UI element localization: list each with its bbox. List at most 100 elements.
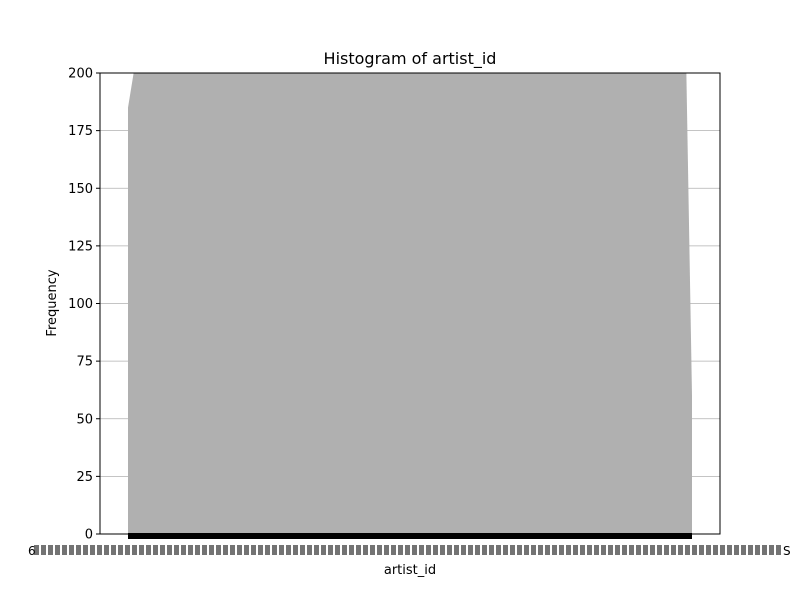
x-tick-label-blob: [328, 545, 333, 555]
x-tick-label-blob: [608, 545, 613, 555]
x-tick-label-blob: [230, 545, 235, 555]
x-tick-label-blob: [503, 545, 508, 555]
x-tick-label-blob: [706, 545, 711, 555]
bars: [128, 73, 692, 534]
x-tick-label-blob: [433, 545, 438, 555]
x-tick-label-blob: [664, 545, 669, 555]
x-tick-label-blob: [587, 545, 592, 555]
x-tick-label-blob: [650, 545, 655, 555]
x-tick-label-blob: [265, 545, 270, 555]
x-tick-label-blob: [181, 545, 186, 555]
x-tick-label-blob: [90, 545, 95, 555]
x-tick-label-blob: [307, 545, 312, 555]
x-tick-label-blob: [524, 545, 529, 555]
x-tick-label-blob: [468, 545, 473, 555]
x-tick-label-blob: [566, 545, 571, 555]
x-tick-label-blob: [363, 545, 368, 555]
x-tick-label-blob: [601, 545, 606, 555]
x-tick-label-blob: [349, 545, 354, 555]
x-tick-label-blob: [258, 545, 263, 555]
x-tick-label-blob: [300, 545, 305, 555]
y-tick-label: 125: [68, 239, 93, 254]
x-tick-label-blob: [685, 545, 690, 555]
x-tick-label-blob: [538, 545, 543, 555]
x-tick-label-blob: [384, 545, 389, 555]
x-tick-label-blob: [279, 545, 284, 555]
x-tick-label-blob: [741, 545, 746, 555]
x-tick-label-blob: [713, 545, 718, 555]
x-tick-label-blob: [748, 545, 753, 555]
x-tick-label-blob: [643, 545, 648, 555]
x-tick-label-blob: [391, 545, 396, 555]
x-tick-label-blob: [552, 545, 557, 555]
plot-frame: [99, 72, 721, 535]
x-tick-label-blob: [342, 545, 347, 555]
x-tick-label-blob: [223, 545, 228, 555]
x-tick-label-blob: [286, 545, 291, 555]
x-tick-label-blob: [629, 545, 634, 555]
x-tick-label-blob: [62, 545, 67, 555]
x-tick-label-blob: [489, 545, 494, 555]
x-axis-label: artist_id: [384, 563, 436, 578]
x-tick-label-blob: [146, 545, 151, 555]
x-tick-label-blob: [573, 545, 578, 555]
x-tick-label-blob: [216, 545, 221, 555]
x-tick-label-blob: [510, 545, 515, 555]
x-tick-label-blob: [370, 545, 375, 555]
chart-title: Histogram of artist_id: [324, 49, 497, 69]
x-tick-label-blob: [496, 545, 501, 555]
x-tick-label-blob: [48, 545, 53, 555]
x-tick-label-blob: [83, 545, 88, 555]
y-tick-label: 50: [76, 412, 93, 427]
y-tick-label: 150: [68, 182, 93, 197]
x-tick-label-blob: [769, 545, 774, 555]
x-tick-label-blob: [699, 545, 704, 555]
x-tick-label-blob: [454, 545, 459, 555]
x-tick-label-blob: [615, 545, 620, 555]
x-tick-label-blob: [118, 545, 123, 555]
x-tick-label-blob: [636, 545, 641, 555]
x-tick-label-blob: [419, 545, 424, 555]
x-tick-label-blob: [188, 545, 193, 555]
y-tick-label: 100: [68, 297, 93, 312]
x-tick-label-blob: [293, 545, 298, 555]
x-tick-label-blob: [132, 545, 137, 555]
x-tick-label-blob: [657, 545, 662, 555]
x-tick-label-blob: [734, 545, 739, 555]
x-tick-label-blob: [762, 545, 767, 555]
x-tick-labels-overlap: [34, 545, 781, 555]
x-tick-label-blob: [272, 545, 277, 555]
x-tick-label-blob: [41, 545, 46, 555]
x-tick-label-blob: [251, 545, 256, 555]
x-tick-label-blob: [125, 545, 130, 555]
x-tick-label-blob: [321, 545, 326, 555]
x-tick-label-blob: [559, 545, 564, 555]
x-tick-label-blob: [692, 545, 697, 555]
x-tick-label-blob: [720, 545, 725, 555]
x-tick-label-blob: [461, 545, 466, 555]
x-tick-label-blob: [195, 545, 200, 555]
x-tick-label-blob: [244, 545, 249, 555]
y-axis-label: Frequency: [45, 269, 60, 336]
x-tick-label-blob: [314, 545, 319, 555]
x-tick-label-blob: [475, 545, 480, 555]
y-tick-label: 75: [76, 355, 93, 370]
x-tick-label-blob: [76, 545, 81, 555]
x-tick-label-blob: [202, 545, 207, 555]
x-tick-label-blob: [153, 545, 158, 555]
x-tick-label-blob: [97, 545, 102, 555]
y-tick-label: 175: [68, 124, 93, 139]
y-tick-label: 25: [76, 470, 93, 485]
x-tick-label-blob: [440, 545, 445, 555]
x-tick-label-blob: [167, 545, 172, 555]
x-tick-label-blob: [377, 545, 382, 555]
histogram-bar: [128, 73, 692, 534]
x-tick-label-blob: [356, 545, 361, 555]
x-tick-label-blob: [594, 545, 599, 555]
x-tick-label-blob: [622, 545, 627, 555]
x-tick-label-blob: [727, 545, 732, 555]
x-tick-label-left: 6: [28, 544, 36, 558]
x-tick-label-blob: [160, 545, 165, 555]
x-tick-label-blob: [447, 545, 452, 555]
